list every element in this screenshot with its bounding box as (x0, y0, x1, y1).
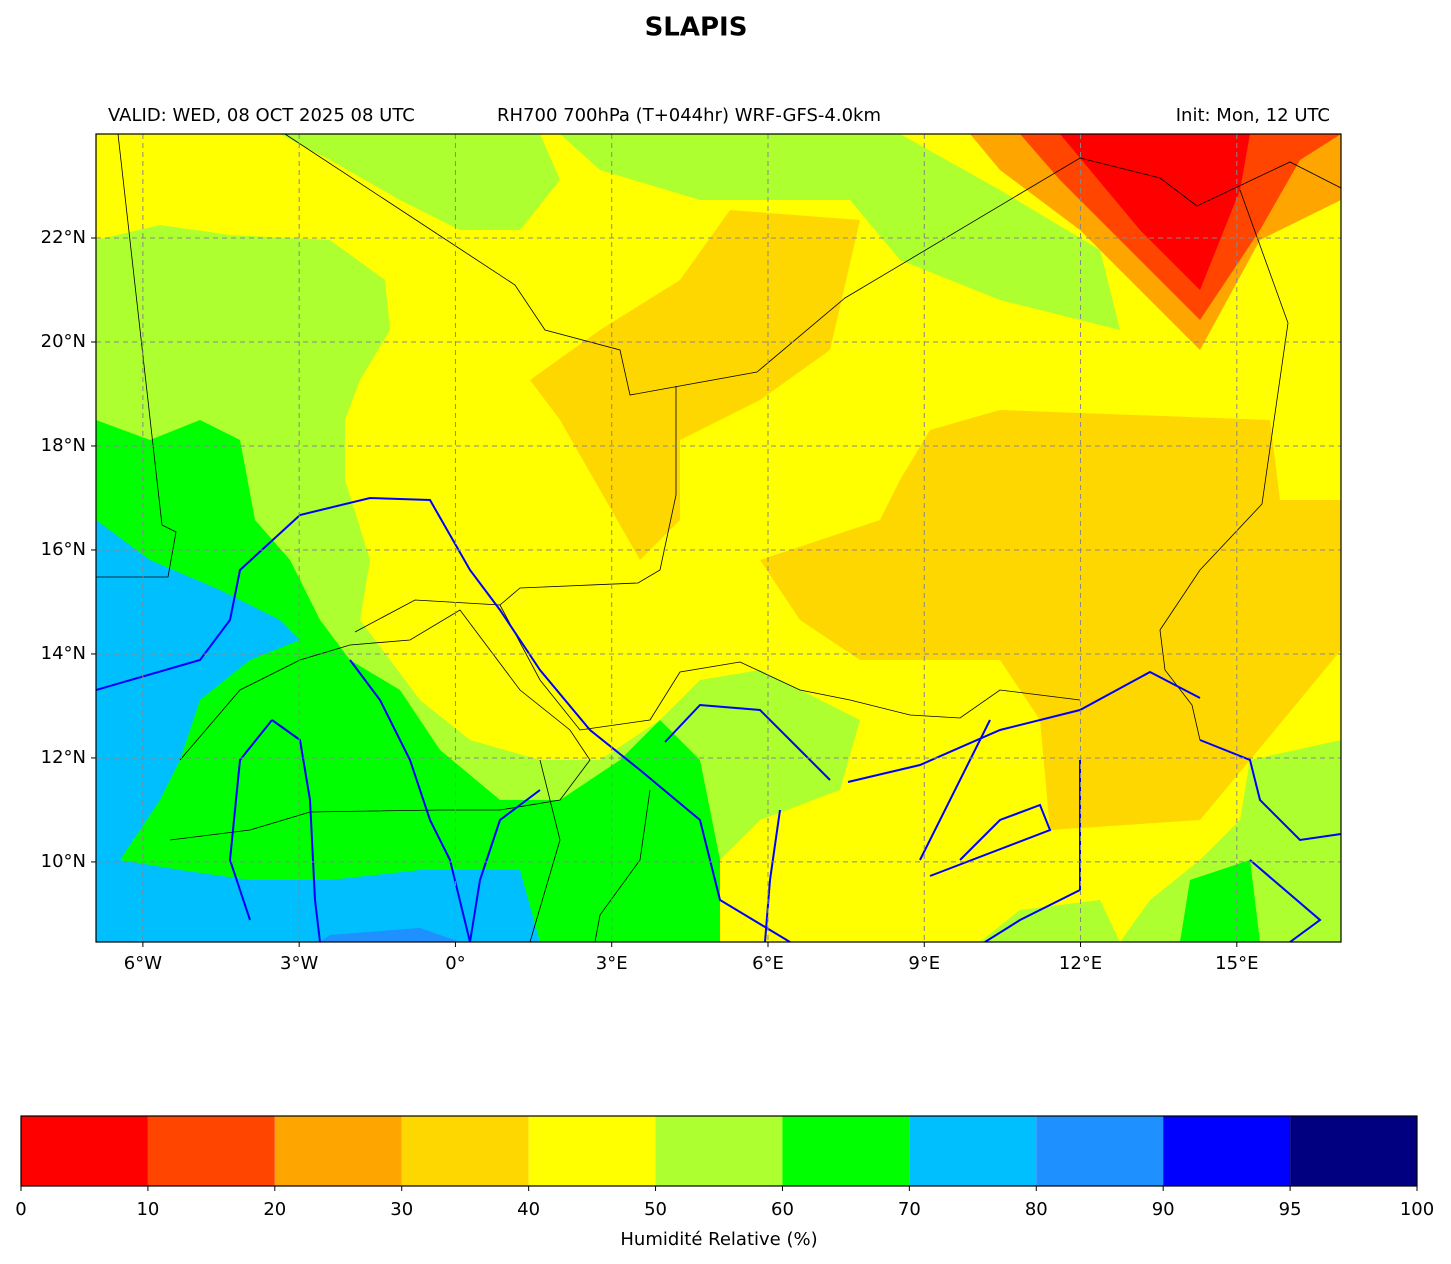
colorbar-swatch (274, 1116, 402, 1186)
country-border (499, 386, 677, 606)
y-tick-label: 18°N (41, 435, 86, 456)
x-tick-label: 3°E (596, 953, 628, 974)
river (1249, 859, 1322, 942)
colorbar-tick-label: 30 (390, 1199, 413, 1220)
x-tick-label: 9°E (908, 953, 940, 974)
x-tick-label: 6°E (752, 953, 784, 974)
colorbar-tick-label: 40 (517, 1199, 540, 1220)
x-tick-label: 6°W (124, 953, 162, 974)
x-tick-label: 3°W (280, 953, 318, 974)
colorbar-swatch (909, 1116, 1037, 1186)
field-region (96, 420, 720, 942)
colorbar-tick-label: 0 (15, 1199, 26, 1220)
field-region (280, 134, 560, 230)
colorbar-tick-label: 20 (263, 1199, 286, 1220)
river (764, 809, 781, 942)
init-time: Init: Mon, 12 UTC (1176, 105, 1330, 126)
map-frame (95, 133, 1342, 943)
colorbar-swatch (1036, 1116, 1164, 1186)
colorbar-swatch (147, 1116, 275, 1186)
country-border (354, 599, 1081, 731)
colorbar-label: Humidité Relative (%) (620, 1229, 817, 1250)
field-region (980, 900, 1120, 942)
country-border (529, 759, 561, 942)
river (929, 803, 1052, 877)
y-tick-label: 22°N (41, 227, 86, 248)
field-region (760, 410, 1341, 830)
river (228, 719, 273, 921)
title: SLAPIS (645, 13, 748, 43)
colorbar-tick-label: 90 (1152, 1199, 1175, 1220)
field-region (320, 928, 460, 942)
product: RH700 700hPa (T+044hr) WRF-GFS-4.0km (497, 105, 881, 126)
river (984, 760, 1081, 942)
river (271, 719, 321, 942)
field-region (530, 210, 860, 560)
field-region (96, 520, 540, 942)
country-border (594, 789, 651, 942)
colorbar-tick-label: 80 (1025, 1199, 1048, 1220)
colorbar-swatch (782, 1116, 910, 1186)
country-border (96, 134, 177, 578)
x-tick-label: 12°E (1059, 953, 1102, 974)
field-region (560, 134, 1120, 330)
river (919, 719, 991, 861)
colorbar-swatch (21, 1116, 148, 1186)
colorbar-tick-label: 60 (771, 1199, 794, 1220)
x-tick-label: 15°E (1215, 953, 1258, 974)
river (1199, 739, 1341, 842)
river (847, 670, 1201, 783)
y-tick-label: 14°N (41, 643, 86, 664)
colorbar-tick-label: 95 (1279, 1199, 1302, 1220)
field-region (1180, 860, 1260, 942)
colorbar-swatch (528, 1116, 656, 1186)
colorbar-swatch (401, 1116, 529, 1186)
colorbar-tick-label: 100 (1400, 1199, 1434, 1220)
colorbar-tick-label: 70 (898, 1199, 921, 1220)
y-tick-label: 10°N (41, 851, 86, 872)
y-tick-label: 16°N (41, 539, 86, 560)
river (664, 703, 831, 781)
valid-time: VALID: WED, 08 OCT 2025 08 UTC (108, 105, 415, 126)
country-border (169, 609, 591, 841)
field-region (1060, 134, 1250, 290)
map-field (96, 134, 1341, 942)
colorbar-swatch (1290, 1116, 1417, 1186)
y-tick-label: 20°N (41, 331, 86, 352)
colorbar-tick-label: 10 (136, 1199, 159, 1220)
colorbar-swatch (655, 1116, 783, 1186)
x-tick-label: 0° (445, 953, 465, 974)
country-border (284, 134, 1341, 396)
colorbar-swatch (1163, 1116, 1291, 1186)
colorbar-frame (20, 1115, 1418, 1187)
river (349, 659, 471, 942)
country-border (1159, 189, 1289, 741)
river (469, 789, 541, 942)
y-tick-label: 12°N (41, 747, 86, 768)
river (96, 496, 791, 942)
colorbar-tick-label: 50 (644, 1199, 667, 1220)
